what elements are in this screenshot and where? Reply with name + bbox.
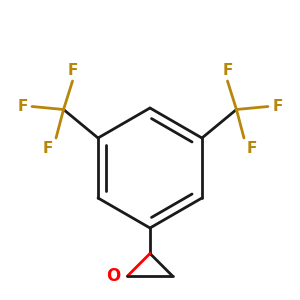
Text: F: F <box>272 99 283 114</box>
Text: F: F <box>68 63 78 78</box>
Text: F: F <box>17 99 28 114</box>
Text: F: F <box>247 141 257 156</box>
Text: F: F <box>43 141 53 156</box>
Text: F: F <box>222 63 233 78</box>
Text: O: O <box>106 267 120 285</box>
